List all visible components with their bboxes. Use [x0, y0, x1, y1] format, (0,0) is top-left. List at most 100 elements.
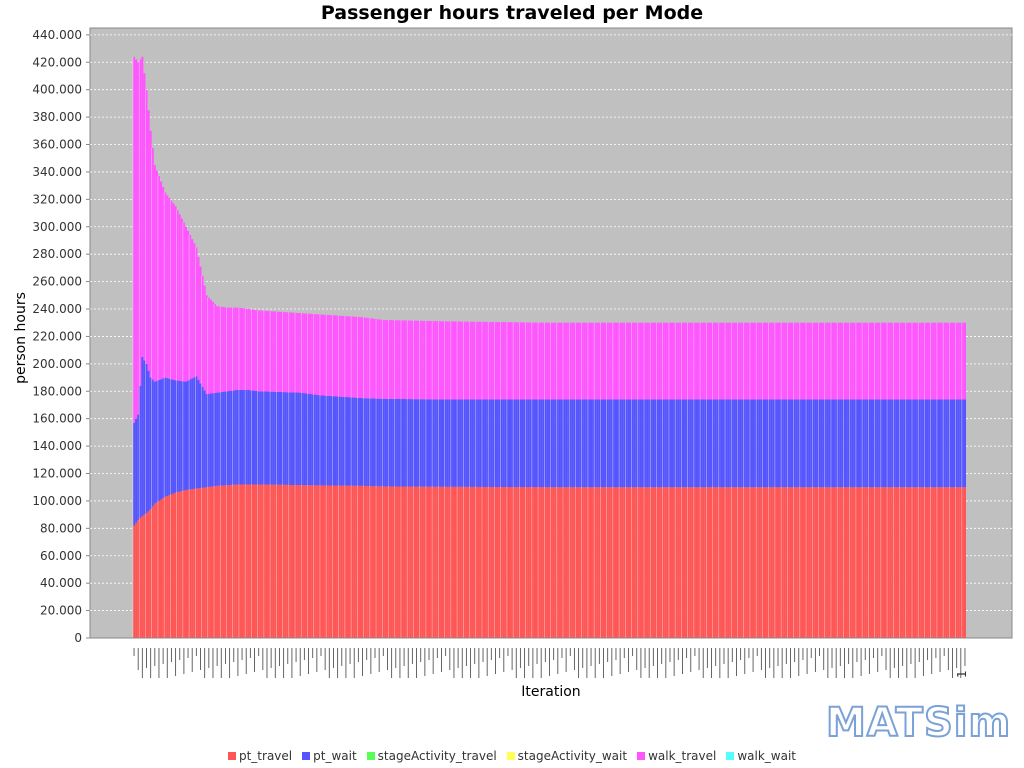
bar-pt-travel	[893, 487, 896, 638]
bar-walk-travel	[259, 310, 262, 392]
bar-pt-travel	[774, 487, 777, 638]
bar-walk-travel	[635, 322, 638, 400]
bar-pt-travel	[860, 487, 863, 638]
bar-pt-travel	[772, 487, 775, 638]
bar-pt-travel	[540, 487, 543, 638]
bar-pt-wait	[517, 399, 520, 488]
bar-walk-travel	[506, 322, 509, 400]
bar-walk-travel	[172, 203, 175, 380]
bar-pt-wait	[901, 399, 904, 488]
bar-walk-travel	[255, 310, 258, 391]
bar-pt-travel	[884, 487, 888, 638]
bar-walk-travel	[600, 322, 603, 400]
bar-pt-travel	[843, 487, 846, 638]
bar-walk-travel	[712, 322, 715, 400]
bar-pt-travel	[847, 487, 850, 638]
bar-pt-travel	[448, 486, 451, 638]
bar-pt-travel	[226, 485, 229, 638]
bar-pt-travel	[255, 484, 258, 638]
bar-walk-travel	[928, 322, 931, 400]
bar-pt-travel	[365, 485, 368, 638]
bar-walk-travel	[776, 322, 780, 400]
bar-walk-travel	[689, 322, 692, 400]
bar-pt-travel	[743, 487, 746, 638]
bar-pt-travel	[162, 498, 165, 638]
bar-walk-travel	[598, 322, 601, 400]
bar-walk-travel	[658, 322, 661, 400]
bar-pt-wait	[243, 389, 246, 485]
bar-pt-travel	[305, 485, 308, 638]
bar-pt-travel	[286, 484, 289, 638]
bar-walk-travel	[810, 322, 813, 400]
bar-pt-travel	[801, 487, 804, 638]
bar-walk-travel	[419, 320, 422, 400]
bar-walk-travel	[465, 321, 468, 400]
bar-walk-travel	[417, 320, 420, 400]
bar-walk-travel	[932, 322, 935, 400]
bar-pt-wait	[922, 399, 925, 488]
bar-walk-travel	[178, 214, 181, 381]
bar-pt-travel	[371, 486, 374, 638]
bar-pt-travel	[839, 487, 842, 638]
bar-walk-travel	[747, 322, 750, 400]
bar-walk-travel	[793, 322, 796, 400]
bar-walk-travel	[741, 322, 744, 400]
bar-pt-wait	[270, 391, 273, 485]
bar-pt-travel	[573, 487, 576, 638]
bar-pt-travel	[749, 487, 753, 638]
bar-pt-travel	[752, 487, 755, 638]
bar-pt-travel	[679, 487, 682, 638]
bar-pt-wait	[808, 399, 811, 488]
bar-pt-travel	[473, 486, 476, 638]
bar-pt-wait	[685, 399, 688, 488]
bar-pt-wait	[527, 399, 530, 488]
bar-pt-wait	[810, 399, 813, 488]
bar-pt-wait	[309, 394, 312, 486]
bar-walk-travel	[700, 322, 703, 400]
bar-pt-travel	[637, 487, 640, 638]
bar-pt-travel	[147, 511, 150, 638]
bar-pt-wait	[706, 399, 709, 488]
bar-walk-travel	[843, 322, 846, 400]
bar-walk-travel	[529, 322, 532, 400]
bar-pt-travel	[236, 484, 239, 638]
bar-walk-travel	[583, 322, 586, 400]
bar-pt-wait	[315, 394, 318, 486]
bar-pt-travel	[901, 487, 904, 638]
bar-pt-wait	[450, 399, 453, 487]
bar-pt-wait	[563, 399, 566, 488]
bar-walk-travel	[265, 310, 269, 392]
bar-pt-travel	[440, 486, 443, 638]
legend-label: pt_wait	[313, 749, 357, 763]
bar-pt-wait	[149, 377, 152, 510]
bar-pt-wait	[317, 395, 320, 486]
bar-walk-travel	[153, 165, 156, 382]
bar-pt-wait	[847, 399, 850, 488]
bar-pt-travel	[739, 487, 742, 638]
bar-pt-travel	[830, 487, 834, 638]
bar-pt-wait	[575, 399, 578, 488]
bar-pt-travel	[157, 500, 161, 638]
bar-pt-travel	[797, 487, 800, 638]
bar-pt-wait	[529, 399, 532, 488]
bar-pt-travel	[810, 487, 813, 638]
bar-pt-travel	[941, 487, 944, 638]
bar-pt-wait	[627, 399, 630, 488]
bar-pt-travel	[583, 487, 586, 638]
bar-walk-travel	[371, 318, 374, 399]
bar-pt-wait	[220, 392, 223, 486]
bar-walk-travel	[556, 322, 559, 400]
bar-pt-travel	[733, 487, 736, 638]
bar-pt-travel	[914, 487, 917, 638]
bar-pt-wait	[172, 379, 175, 494]
bar-pt-wait	[666, 399, 669, 488]
bar-walk-travel	[710, 322, 713, 400]
bar-walk-travel	[160, 181, 163, 380]
bar-pt-travel	[648, 487, 651, 638]
bar-pt-travel	[698, 487, 701, 638]
bar-pt-wait	[259, 391, 262, 485]
bar-walk-travel	[822, 322, 825, 400]
bar-pt-wait	[195, 376, 198, 489]
bar-walk-travel	[546, 322, 549, 400]
bar-pt-travel	[764, 487, 767, 638]
